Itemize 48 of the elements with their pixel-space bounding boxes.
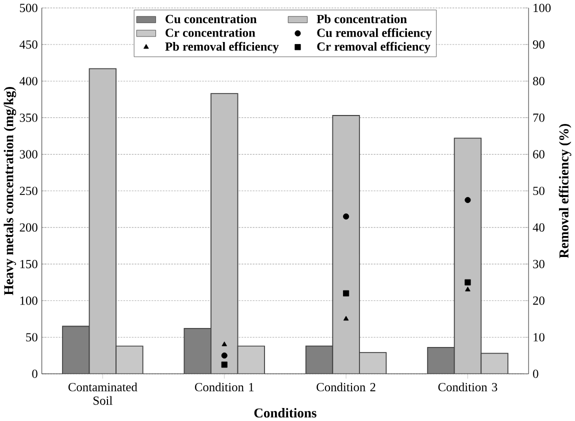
y2-tick-label: 20 <box>533 296 544 305</box>
y-tick-label: 350 <box>20 113 38 122</box>
legend-label: Cu concentration <box>166 14 257 24</box>
point <box>465 286 470 292</box>
y2-tick-label: 0 <box>533 370 538 378</box>
point <box>221 362 228 368</box>
legend-label: Cr removal efficiency <box>317 42 430 54</box>
point <box>464 196 471 203</box>
point <box>222 341 228 346</box>
y-tick-label: 200 <box>20 223 38 232</box>
y2-tick-label: 100 <box>534 4 551 12</box>
y2-tick-label: 30 <box>533 260 544 268</box>
point <box>343 290 350 296</box>
y2-tick-label: 50 <box>533 186 544 195</box>
y2-axis-title: Removal efficiency (%) <box>558 124 572 258</box>
y-tick-label: 100 <box>20 296 38 305</box>
point <box>464 279 471 286</box>
y2-tick-label: 70 <box>533 113 544 122</box>
y-tick-label: 0 <box>32 370 38 378</box>
x-tick-label: Condition 1 <box>194 382 254 392</box>
y-tick-label: 50 <box>26 332 38 342</box>
x-tick-label: Contaminated Soil <box>68 382 138 405</box>
legend-label: Cu removal efficiency <box>317 28 432 40</box>
x-tick-label: Condition 2 <box>316 382 376 392</box>
point <box>343 316 349 320</box>
y-axis-title: Heavy metals concentration (mg/kg) <box>4 86 16 295</box>
y2-tick-label: 60 <box>533 150 544 158</box>
bar <box>305 345 334 374</box>
point <box>221 352 228 358</box>
y-tick-label: 450 <box>20 40 38 49</box>
x-axis-title: Conditions <box>254 408 316 418</box>
y-tick-label: 300 <box>20 150 38 158</box>
x-tick-label: Condition 3 <box>438 382 498 392</box>
y-tick-label: 250 <box>20 186 38 195</box>
bar <box>427 346 455 374</box>
legend-label: Pb removal efficiency <box>165 42 279 54</box>
y2-tick-label: 40 <box>532 223 544 232</box>
y-tick-label: 150 <box>20 260 38 268</box>
bar <box>62 326 90 374</box>
bar <box>184 328 212 374</box>
y2-tick-label: 90 <box>532 40 544 49</box>
legend-label: Cr concentration <box>166 28 256 37</box>
y-tick-label: 400 <box>20 76 38 86</box>
y2-tick-label: 80 <box>533 76 544 86</box>
point <box>343 213 350 220</box>
y2-tick-label: 10 <box>534 332 544 342</box>
legend-label: Pb concentration <box>316 14 407 24</box>
y-tick-label: 500 <box>20 4 38 12</box>
